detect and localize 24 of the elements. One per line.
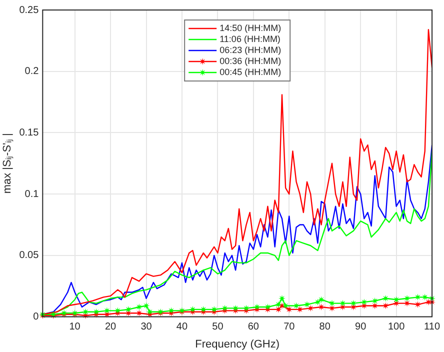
x-tick-label: 10	[69, 322, 81, 333]
x-tick-label: 100	[388, 322, 406, 333]
y-tick-label: 0.25	[19, 4, 40, 16]
x-tick-label: 70	[284, 322, 296, 333]
x-tick-label: 50	[212, 322, 224, 333]
y-tick-label: 0.2	[24, 66, 40, 78]
x-tick-label: 110	[424, 322, 440, 333]
y-tick-label: 0.1	[24, 188, 40, 200]
y-tick-label: 0	[33, 312, 40, 323]
legend-label: 14:50 (HH:MM)	[220, 22, 282, 33]
y-tick-label: 0.05	[19, 250, 40, 262]
legend-label: 00:36 (HH:MM)	[220, 56, 282, 66]
y-axis-title: max |Sᵢⱼ-S'ᵢⱼ |	[2, 133, 14, 194]
legend-label: 06:23 (HH:MM)	[220, 44, 282, 55]
y-tick-label: 0.15	[19, 127, 40, 138]
x-tick-label: 90	[355, 322, 367, 333]
x-tick-label: 30	[140, 322, 152, 333]
x-tick-label: 80	[319, 322, 331, 333]
x-tick-label: 20	[104, 322, 117, 333]
legend-label: 11:06 (HH:MM)	[220, 34, 280, 44]
x-tick-label: 40	[176, 322, 188, 333]
x-tick-label: 60	[248, 322, 260, 333]
x-axis-title: Frequency (GHz)	[195, 338, 280, 350]
legend-label: 00:45 (HH:MM)	[220, 66, 282, 77]
